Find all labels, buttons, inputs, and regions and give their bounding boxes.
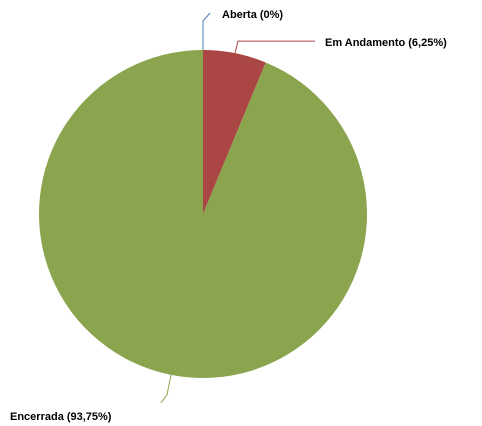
category-label: Em Andamento [325,37,406,49]
leader-line [234,40,315,54]
leader-line [202,12,211,50]
value-label: (6,25%) [408,37,447,49]
leader-line [160,374,172,404]
value-label: (93,75%) [67,411,112,423]
value-label: (0%) [260,9,284,21]
category-label: Aberta [222,9,258,21]
category-label: Encerrada [10,411,65,423]
data-label: Encerrada (93,75%) [10,411,112,423]
pie-slice [203,50,266,214]
data-label: Aberta (0%) [222,9,283,21]
pie-slice [38,50,368,378]
data-label: Em Andamento (6,25%) [325,37,447,49]
